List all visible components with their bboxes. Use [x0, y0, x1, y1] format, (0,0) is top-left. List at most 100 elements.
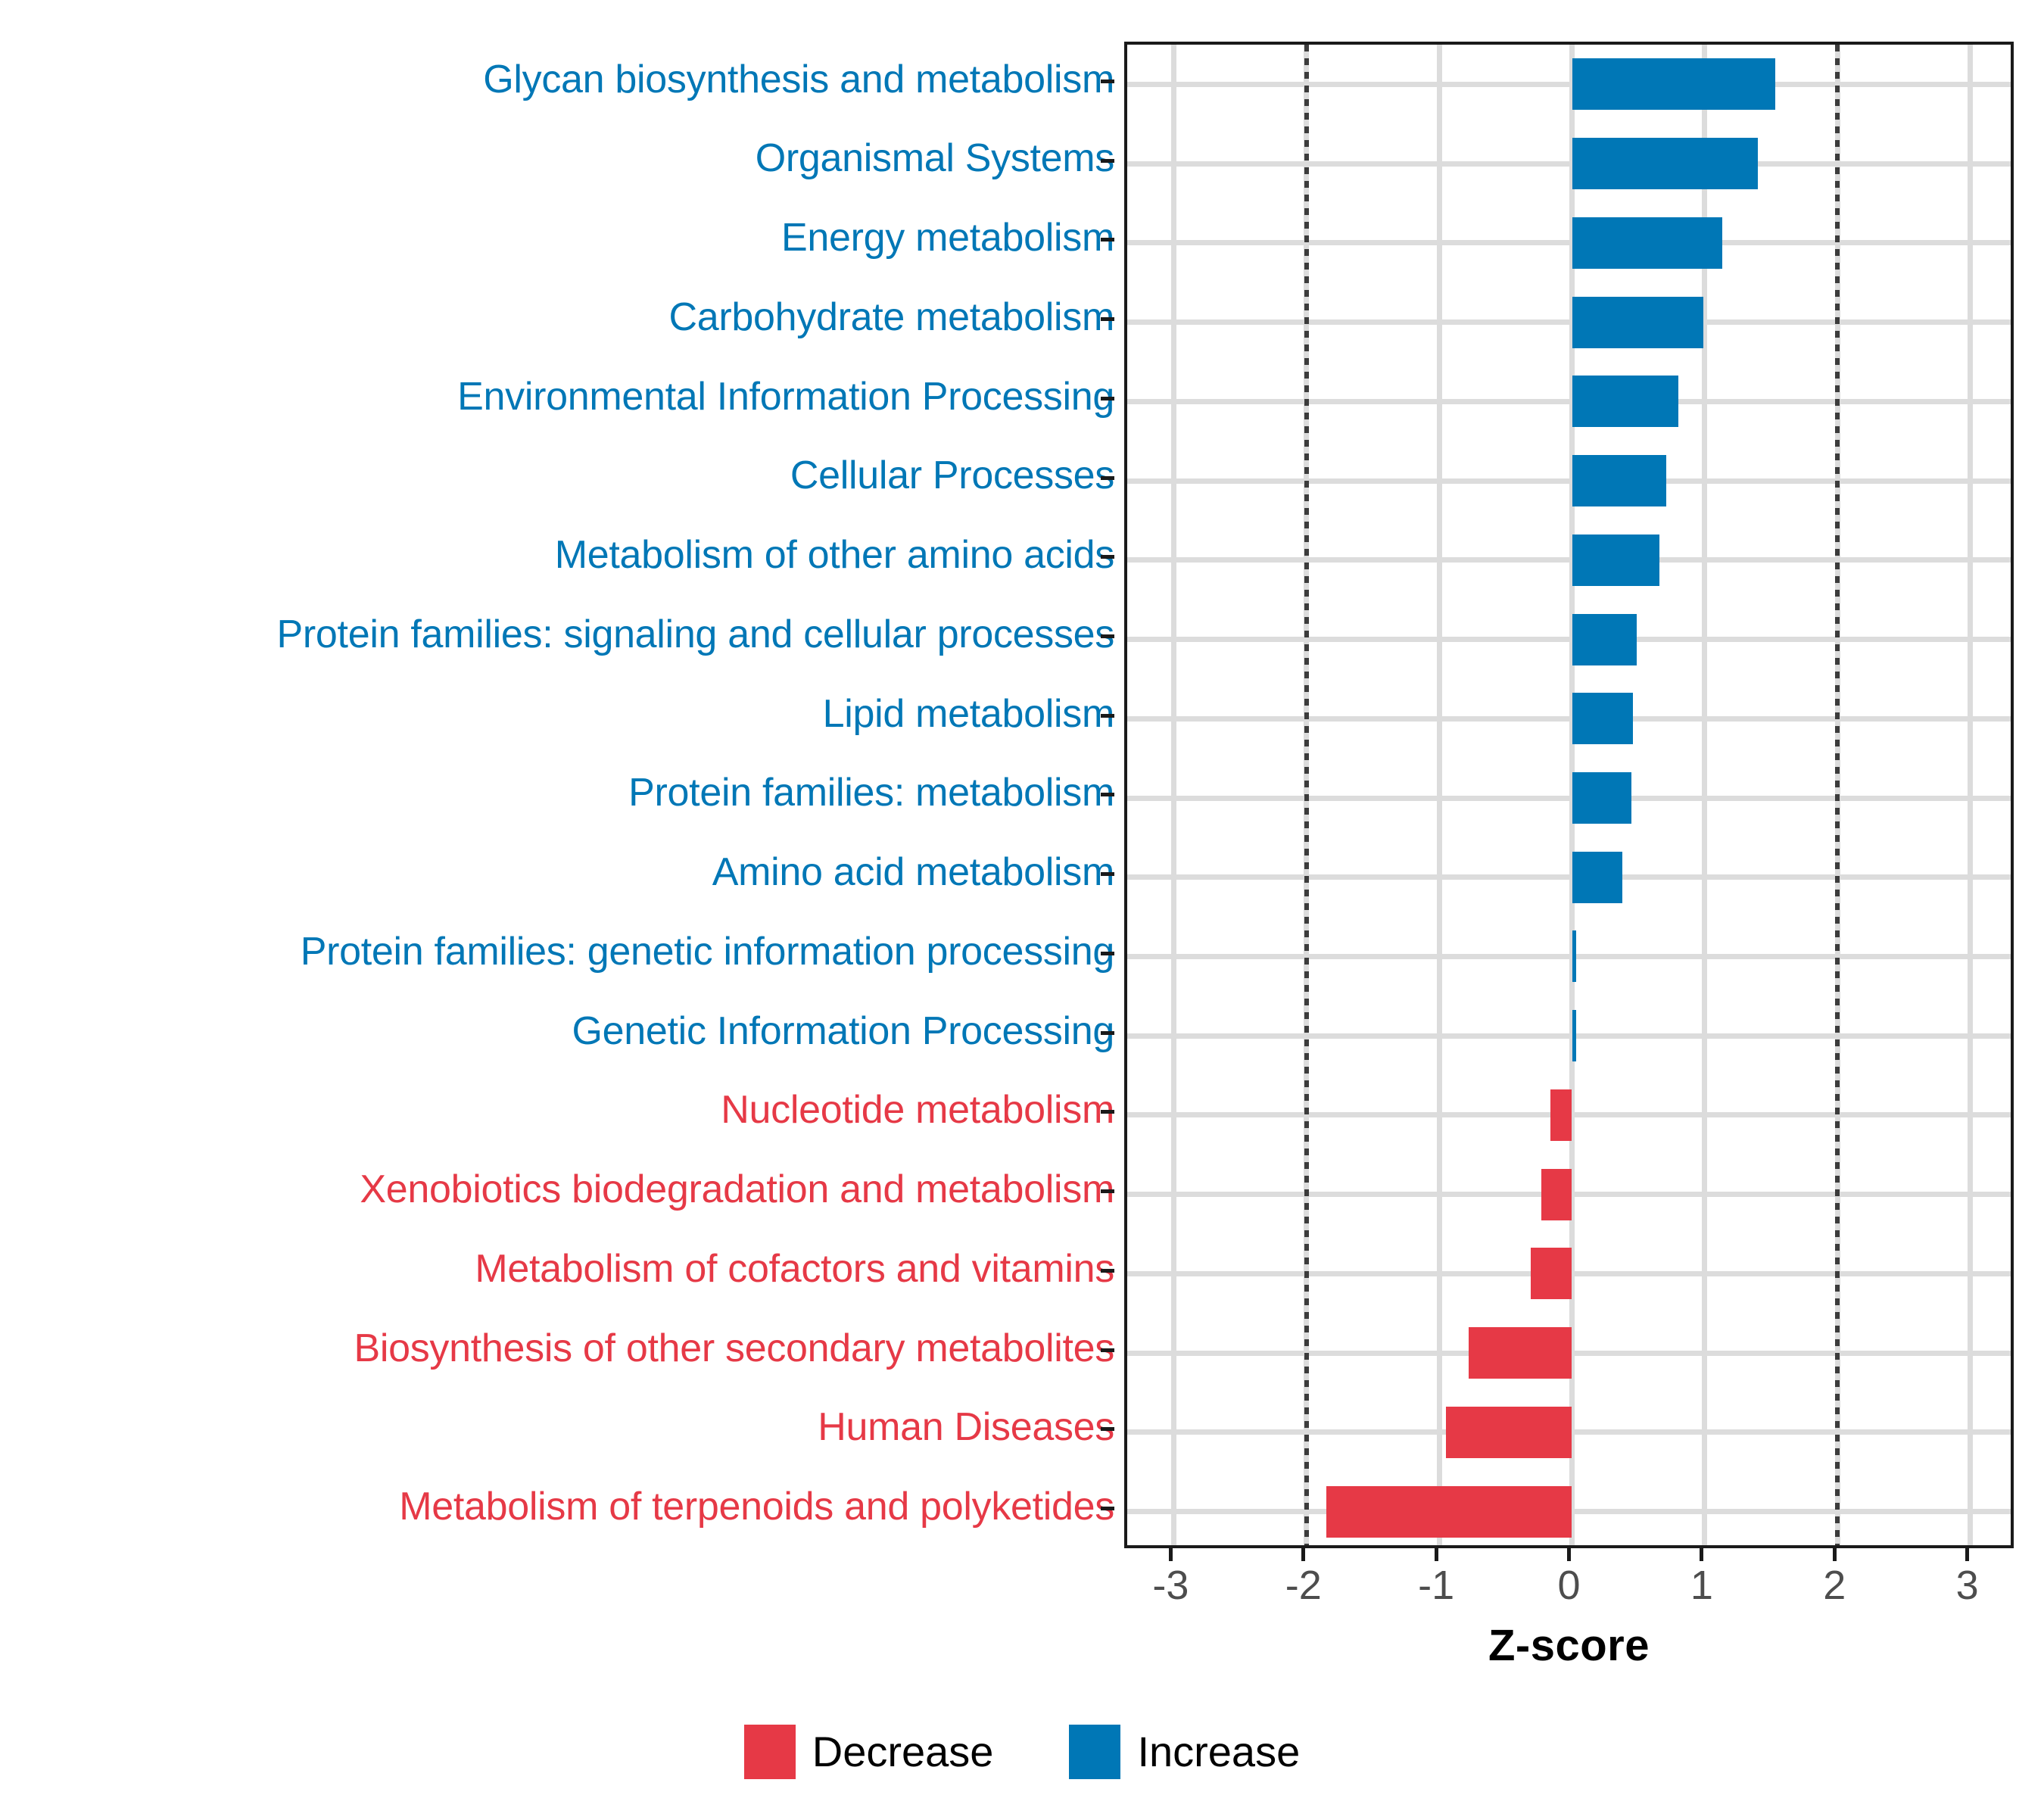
bar — [1541, 1168, 1572, 1220]
bar — [1326, 1485, 1572, 1538]
gridline-horizontal — [1127, 161, 2011, 167]
bar — [1572, 217, 1722, 269]
legend-label: Decrease — [812, 1728, 994, 1775]
y-axis-tick — [1101, 158, 1114, 163]
reference-line — [1304, 45, 1309, 1545]
y-axis-tick — [1101, 713, 1114, 718]
gridline-horizontal — [1127, 795, 2011, 801]
reference-line — [1835, 45, 1840, 1545]
y-axis-label: Metabolism of terpenoids and polyketides — [399, 1485, 1114, 1529]
y-axis-label-row: Glycan biosynthesis and metabolism — [483, 42, 1114, 117]
y-axis-label-row: Human Diseases — [818, 1390, 1114, 1466]
gridline-horizontal — [1127, 637, 2011, 643]
y-axis-label: Metabolism of other amino acids — [554, 533, 1115, 578]
bar — [1572, 930, 1576, 983]
plot-panel — [1124, 42, 2014, 1548]
y-axis-label: Protein families: genetic information pr… — [300, 929, 1115, 974]
y-axis-label-row: Protein families: metabolism — [628, 756, 1114, 831]
y-axis-label: Protein families: signaling and cellular… — [276, 612, 1115, 656]
y-axis-label: Biosynthesis of other secondary metaboli… — [354, 1326, 1114, 1370]
gridline-horizontal — [1127, 715, 2011, 722]
y-axis-label: Cellular Processes — [790, 453, 1114, 498]
y-axis-tick — [1101, 555, 1114, 559]
legend-item-decrease[interactable]: Decrease — [743, 1725, 994, 1779]
gridline-horizontal — [1127, 557, 2011, 563]
y-axis-tick — [1101, 872, 1114, 877]
y-axis-label: Organismal Systems — [755, 136, 1115, 181]
legend-label: Increase — [1137, 1728, 1301, 1775]
bar — [1572, 138, 1759, 190]
y-axis-label-row: Carbohydrate metabolism — [669, 279, 1115, 355]
y-axis-label: Protein families: metabolism — [628, 771, 1114, 815]
y-axis-label-row: Lipid metabolism — [822, 676, 1115, 752]
y-axis-label-row: Protein families: genetic information pr… — [300, 914, 1115, 990]
y-axis-tick — [1101, 396, 1114, 400]
y-axis-label: Human Diseases — [818, 1405, 1114, 1450]
bar — [1468, 1327, 1572, 1379]
x-axis-tick-label: -1 — [1418, 1563, 1455, 1608]
x-axis-tick — [1567, 1548, 1571, 1561]
bar — [1572, 58, 1775, 111]
gridline-horizontal — [1127, 319, 2011, 326]
y-axis-tick — [1101, 238, 1114, 242]
x-axis-tick-label: 3 — [1955, 1563, 1979, 1608]
gridline-vertical — [1702, 45, 1708, 1545]
x-axis-tick-label: 2 — [1823, 1563, 1846, 1608]
gridline-vertical — [1170, 45, 1176, 1545]
x-axis-tick-label: 0 — [1557, 1563, 1581, 1608]
x-axis-tick-label: -2 — [1285, 1563, 1322, 1608]
gridline-vertical — [1968, 45, 1974, 1545]
bar — [1572, 693, 1634, 745]
y-axis-label: Glycan biosynthesis and metabolism — [483, 57, 1114, 101]
bar — [1572, 613, 1637, 665]
y-axis-label: Environmental Information Processing — [457, 374, 1114, 419]
y-axis-label: Carbohydrate metabolism — [668, 295, 1115, 339]
x-axis: -3 -2 -1 0 1 2 3 — [1124, 1548, 2014, 1647]
y-axis-tick — [1101, 79, 1114, 83]
y-axis-category-labels: Glycan biosynthesis and metabolism Organi… — [0, 42, 1128, 1548]
bar — [1572, 1010, 1576, 1062]
y-axis-tick — [1101, 1427, 1114, 1432]
y-axis-label-row: Organismal Systems — [755, 121, 1115, 197]
y-axis-label: Nucleotide metabolism — [721, 1088, 1114, 1133]
x-axis-tick — [1434, 1548, 1438, 1561]
y-axis-tick — [1101, 634, 1114, 639]
y-axis-label: Energy metabolism — [781, 216, 1114, 260]
x-axis-tick — [1965, 1548, 1970, 1561]
bar — [1572, 772, 1632, 824]
gridline-horizontal — [1127, 81, 2011, 87]
y-axis-tick — [1101, 951, 1114, 955]
y-axis-label-row: Metabolism of terpenoids and polyketides — [399, 1469, 1114, 1544]
y-axis-label-row: Cellular Processes — [790, 438, 1114, 514]
gridline-horizontal — [1127, 240, 2011, 246]
bar — [1445, 1406, 1572, 1458]
y-axis-label-row: Genetic Information Processing — [572, 993, 1115, 1069]
bar — [1531, 1248, 1572, 1300]
y-axis-tick — [1101, 793, 1114, 797]
gridline-horizontal — [1127, 398, 2011, 404]
y-axis-label-row: Environmental Information Processing — [457, 359, 1114, 435]
legend-item-increase[interactable]: Increase — [1069, 1725, 1300, 1779]
x-axis-tick — [1301, 1548, 1306, 1561]
bar — [1572, 851, 1623, 903]
y-axis-label: Xenobiotics biodegradation and metabolis… — [360, 1167, 1114, 1212]
x-axis-tick-label: -3 — [1152, 1563, 1189, 1608]
y-axis-label-row: Metabolism of other amino acids — [554, 517, 1115, 593]
gridline-horizontal — [1127, 478, 2011, 484]
y-axis-label: Lipid metabolism — [822, 691, 1115, 736]
gridline-vertical — [1436, 45, 1442, 1545]
y-axis-tick — [1101, 1268, 1114, 1273]
gridline-horizontal — [1127, 874, 2011, 880]
chart-legend: Decrease Increase — [0, 1725, 2044, 1779]
y-axis-label-row: Biosynthesis of other secondary metaboli… — [354, 1311, 1114, 1386]
y-axis-tick — [1101, 1507, 1114, 1511]
y-axis-tick — [1101, 317, 1114, 322]
x-axis-title: Z-score — [1488, 1621, 1650, 1670]
y-axis-tick — [1101, 1189, 1114, 1194]
bar — [1572, 296, 1704, 348]
y-axis-label: Genetic Information Processing — [572, 1008, 1115, 1053]
bar — [1550, 1089, 1572, 1141]
y-axis-label-row: Nucleotide metabolism — [721, 1073, 1114, 1148]
y-axis-label: Metabolism of cofactors and vitamins — [475, 1246, 1114, 1291]
